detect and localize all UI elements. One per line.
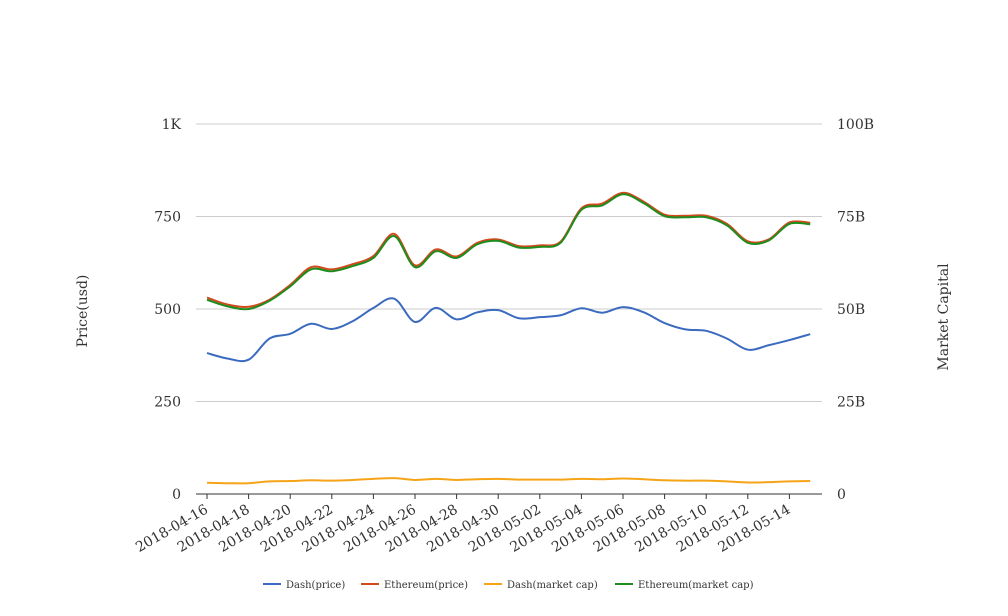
y2-tick-label: 0	[837, 487, 846, 503]
legend-label: Ethereum(price)	[384, 580, 468, 591]
y2-tick-label: 75B	[837, 210, 865, 226]
y-tick-label: 250	[154, 395, 181, 411]
y2-tick-label: 25B	[837, 395, 865, 411]
y2-tick-label: 100B	[837, 117, 874, 133]
legend-label: Ethereum(market cap)	[638, 580, 754, 591]
y-tick-label: 500	[154, 302, 181, 318]
series-line-ethereum-market-cap	[206, 193, 811, 311]
series-line-ethereum-price	[206, 191, 811, 308]
series-lines	[206, 191, 811, 485]
y2-tick-label: 50B	[837, 302, 865, 318]
grid-lines	[196, 123, 822, 495]
series-line-dash-market-cap	[206, 477, 811, 485]
y-tick-label: 1K	[162, 117, 182, 133]
legend: Dash(price) Ethereum(price) Dash(market ca…	[263, 580, 754, 591]
y2-axis-title: Market Capital	[936, 263, 952, 371]
legend-label: Dash(market cap)	[507, 580, 598, 591]
legend-label: Dash(price)	[286, 580, 345, 591]
legend-item-ethereum-market-cap[interactable]: Ethereum(market cap)	[615, 580, 754, 591]
legend-item-dash-market-cap[interactable]: Dash(market cap)	[484, 580, 598, 591]
legend-item-ethereum-price[interactable]: Ethereum(price)	[361, 580, 468, 591]
y-tick-label: 750	[154, 210, 181, 226]
series-line-dash-price	[206, 297, 811, 363]
legend-item-dash-price[interactable]: Dash(price)	[263, 580, 345, 591]
y-tick-label: 0	[172, 487, 181, 503]
y-axis-title: Price(usd)	[75, 275, 91, 348]
